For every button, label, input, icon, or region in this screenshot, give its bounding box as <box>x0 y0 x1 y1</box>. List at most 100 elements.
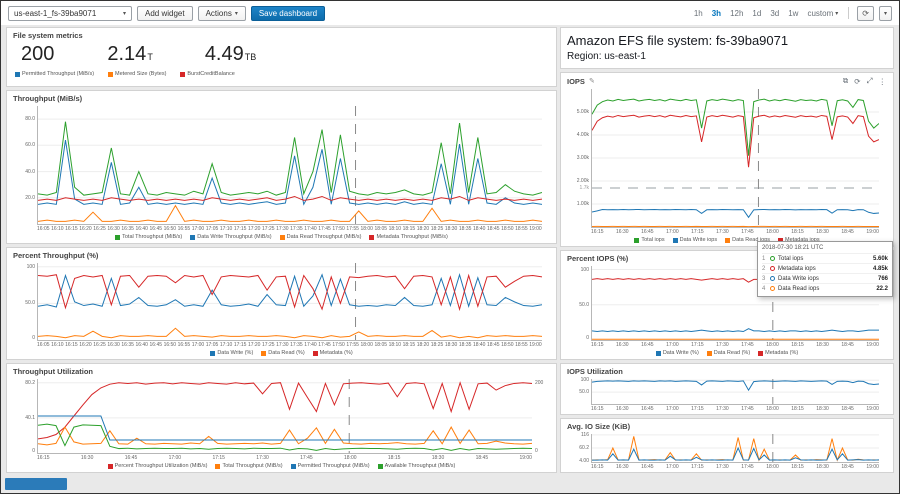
legend-item[interactable]: BurstCreditBalance <box>180 71 235 77</box>
x-axis-label: 17:10 <box>219 342 233 348</box>
edit-icon[interactable]: ✎ <box>588 78 595 85</box>
dashboard-selector[interactable]: us-east-1_fs-39ba9071 ▾ <box>8 5 132 21</box>
legend-item[interactable]: Data Read iops <box>725 237 770 243</box>
range-1d[interactable]: 1d <box>752 8 762 18</box>
y-axis-label: 50.0 <box>579 389 589 396</box>
x-axis-label: 16:55 <box>177 226 191 232</box>
chevron-down-icon: ▾ <box>122 10 126 17</box>
iops-utilization-chart[interactable]: 100 50.0 16:15 16:30 16:45 17:00 17:15 17:30 17:… <box>567 376 887 412</box>
refresh-options-button[interactable]: ▾ <box>878 5 892 21</box>
plot-area[interactable]: 80.2 40.1 0 200 0 <box>25 379 543 454</box>
throughput-utilization-chart[interactable]: 80.2 40.1 0 200 0 16:15 16:30 16:45 17:00 17:15 17… <box>13 376 550 470</box>
y-axis-label: 1.00k <box>576 200 589 207</box>
legend-marker <box>655 350 661 356</box>
legend-marker <box>108 71 114 77</box>
metric-value: 200 <box>21 43 55 66</box>
legend-item[interactable]: Data Read (%) <box>706 350 750 356</box>
range-3d[interactable]: 3d <box>770 8 780 18</box>
legend-item[interactable]: Data Write (%) <box>210 350 253 356</box>
legend-label: Data Read Throughput (MiB/s) <box>286 234 362 240</box>
y-axis-label: 0 <box>32 334 35 341</box>
series-marker <box>770 256 775 261</box>
legend-item[interactable]: Data Read Throughput (MiB/s) <box>279 234 362 240</box>
x-axis-labels: 16:15 16:30 16:45 17:00 17:15 17:30 17:45 18:00… <box>37 455 532 461</box>
legend-item[interactable]: Total Throughput (MiB/s) <box>115 234 182 240</box>
legend-item[interactable]: Metadata (%) <box>758 350 798 356</box>
x-axis-label: 16:45 <box>641 406 654 412</box>
x-axis-label: 16:40 <box>135 342 148 348</box>
range-custom[interactable]: custom ▾ <box>805 9 840 18</box>
iops-chart[interactable]: 5.00k 4.00k 3.00k 2.00k 1.7k 1.00k 16:15 16:30 1… <box>567 86 887 244</box>
metric-value: 4.49TB <box>205 43 256 66</box>
y-axis-label: 0 <box>586 334 589 341</box>
legend-label: Data Write (%) <box>217 350 254 356</box>
percent-iops-chart[interactable]: 100 50.0 0 16:15 16:30 16:45 17:00 17:15 17:30 17… <box>567 263 887 357</box>
refresh-icon[interactable]: ⟳ <box>854 76 861 86</box>
series-line <box>592 448 879 460</box>
legend-item[interactable]: Data Write (%) <box>655 350 699 356</box>
legend-item[interactable]: Data Read (%) <box>261 350 305 356</box>
plot-area[interactable]: 100 50.0 0 <box>579 266 879 341</box>
avg-io-size-chart[interactable]: 116 60.2 4.00 16:15 16:30 16:45 17:00 17:15 17:3… <box>567 431 887 470</box>
range-12h[interactable]: 12h <box>730 8 744 18</box>
range-1h[interactable]: 1h <box>693 8 703 18</box>
x-axis-label: 18:45 <box>841 229 854 235</box>
widget-percent-throughput: Percent Throughput (%) 100 50.0 0 16:05 16:1… <box>6 247 557 360</box>
plot-area[interactable]: 116 60.2 4.00 <box>579 432 879 464</box>
metric-legend: Permitted Throughput (MiB/s) Metered Size… <box>13 66 550 77</box>
x-axis-label: 17:45 <box>741 406 754 412</box>
x-axis-label: 16:25 <box>93 342 106 348</box>
legend-item[interactable]: Metadata Throughput (MiB/s) <box>369 234 448 240</box>
widget-efs-header: Amazon EFS file system: fs-39ba9071 Regi… <box>560 27 894 69</box>
throughput-chart[interactable]: 80.0 60.0 40.0 20.0 16:05 16:10 16:15 16:20 16:2… <box>13 103 550 241</box>
expand-icon[interactable]: ⤢ <box>866 76 873 85</box>
x-axis-label: 18:00 <box>766 342 779 348</box>
tooltip-series-name: Data Read iops <box>778 285 820 292</box>
legend-item[interactable]: Metered Size (Bytes) <box>108 71 166 77</box>
save-dashboard-button[interactable]: Save dashboard <box>250 5 326 21</box>
x-axis-label: 16:10 <box>51 342 64 348</box>
plot-area[interactable]: 100 50.0 <box>579 377 879 405</box>
legend-item[interactable]: Permitted Throughput (MiB/s) <box>15 71 94 77</box>
x-axis-label: 17:30 <box>256 455 269 461</box>
legend-marker <box>369 234 375 240</box>
series-line <box>38 427 532 445</box>
x-axis-label: 17:45 <box>318 342 331 348</box>
range-3h[interactable]: 3h <box>711 8 722 18</box>
copy-icon[interactable]: ⧉ <box>842 76 849 85</box>
x-axis-labels: 16:05 16:10 16:15 16:20 16:25 16:30 16:35 16:40… <box>37 342 542 348</box>
percent-throughput-chart[interactable]: 100 50.0 0 16:05 16:10 16:15 16:20 16:25 16:30 16… <box>13 260 550 357</box>
actions-button[interactable]: Actions ▾ <box>197 5 246 21</box>
series-line <box>38 206 542 222</box>
widget-title: File system metrics <box>13 31 83 40</box>
tooltip-row: 2 Metadata iops 4.85k <box>762 263 888 273</box>
legend-label: Data Read (%) <box>268 350 305 356</box>
custom-label: custom <box>807 8 834 18</box>
legend-item[interactable]: Percent Throughput Utilization (MiB/s) <box>107 463 207 469</box>
widget-title: Percent Throughput (%) <box>13 251 99 260</box>
legend-item[interactable]: Total Throughput (MiB/s) <box>215 463 283 469</box>
range-1w[interactable]: 1w <box>788 8 799 18</box>
legend-item[interactable]: Metadata iops <box>778 237 820 243</box>
add-widget-button[interactable]: Add widget <box>137 5 193 21</box>
y-axis-label: 100 <box>580 266 589 273</box>
x-axis-label: 16:45 <box>641 342 654 348</box>
plot-area[interactable]: 100 50.0 0 <box>25 263 542 341</box>
legend-item[interactable]: Data Write iops <box>672 237 717 243</box>
x-axis-label: 16:15 <box>65 226 78 232</box>
legend-item[interactable]: Data Write Throughput (MiB/s) <box>190 234 272 240</box>
legend-item[interactable]: Permitted Throughput (MiB/s) <box>290 463 370 469</box>
kebab-menu-icon[interactable]: ⋮ <box>878 76 887 86</box>
legend-item[interactable]: Metadata (%) <box>312 350 353 356</box>
refresh-button[interactable]: ⟳ <box>857 5 874 21</box>
plot-area[interactable]: 5.00k 4.00k 3.00k 2.00k 1.7k 1.00k <box>577 89 879 228</box>
legend-item[interactable]: Available Throughput (MiB/s) <box>377 463 455 469</box>
widget-title: IOPS <box>567 76 585 86</box>
feedback-button[interactable] <box>5 478 67 490</box>
x-axis-label: 17:50 <box>332 226 345 232</box>
chevron-down-icon: ▾ <box>234 10 238 17</box>
plot-area[interactable]: 80.0 60.0 40.0 20.0 <box>25 106 542 225</box>
x-axis-label: 16:10 <box>51 226 64 232</box>
chart-legend: Total iops Data Write iops Data Read iops M… <box>567 235 887 244</box>
legend-item[interactable]: Total iops <box>634 237 665 243</box>
